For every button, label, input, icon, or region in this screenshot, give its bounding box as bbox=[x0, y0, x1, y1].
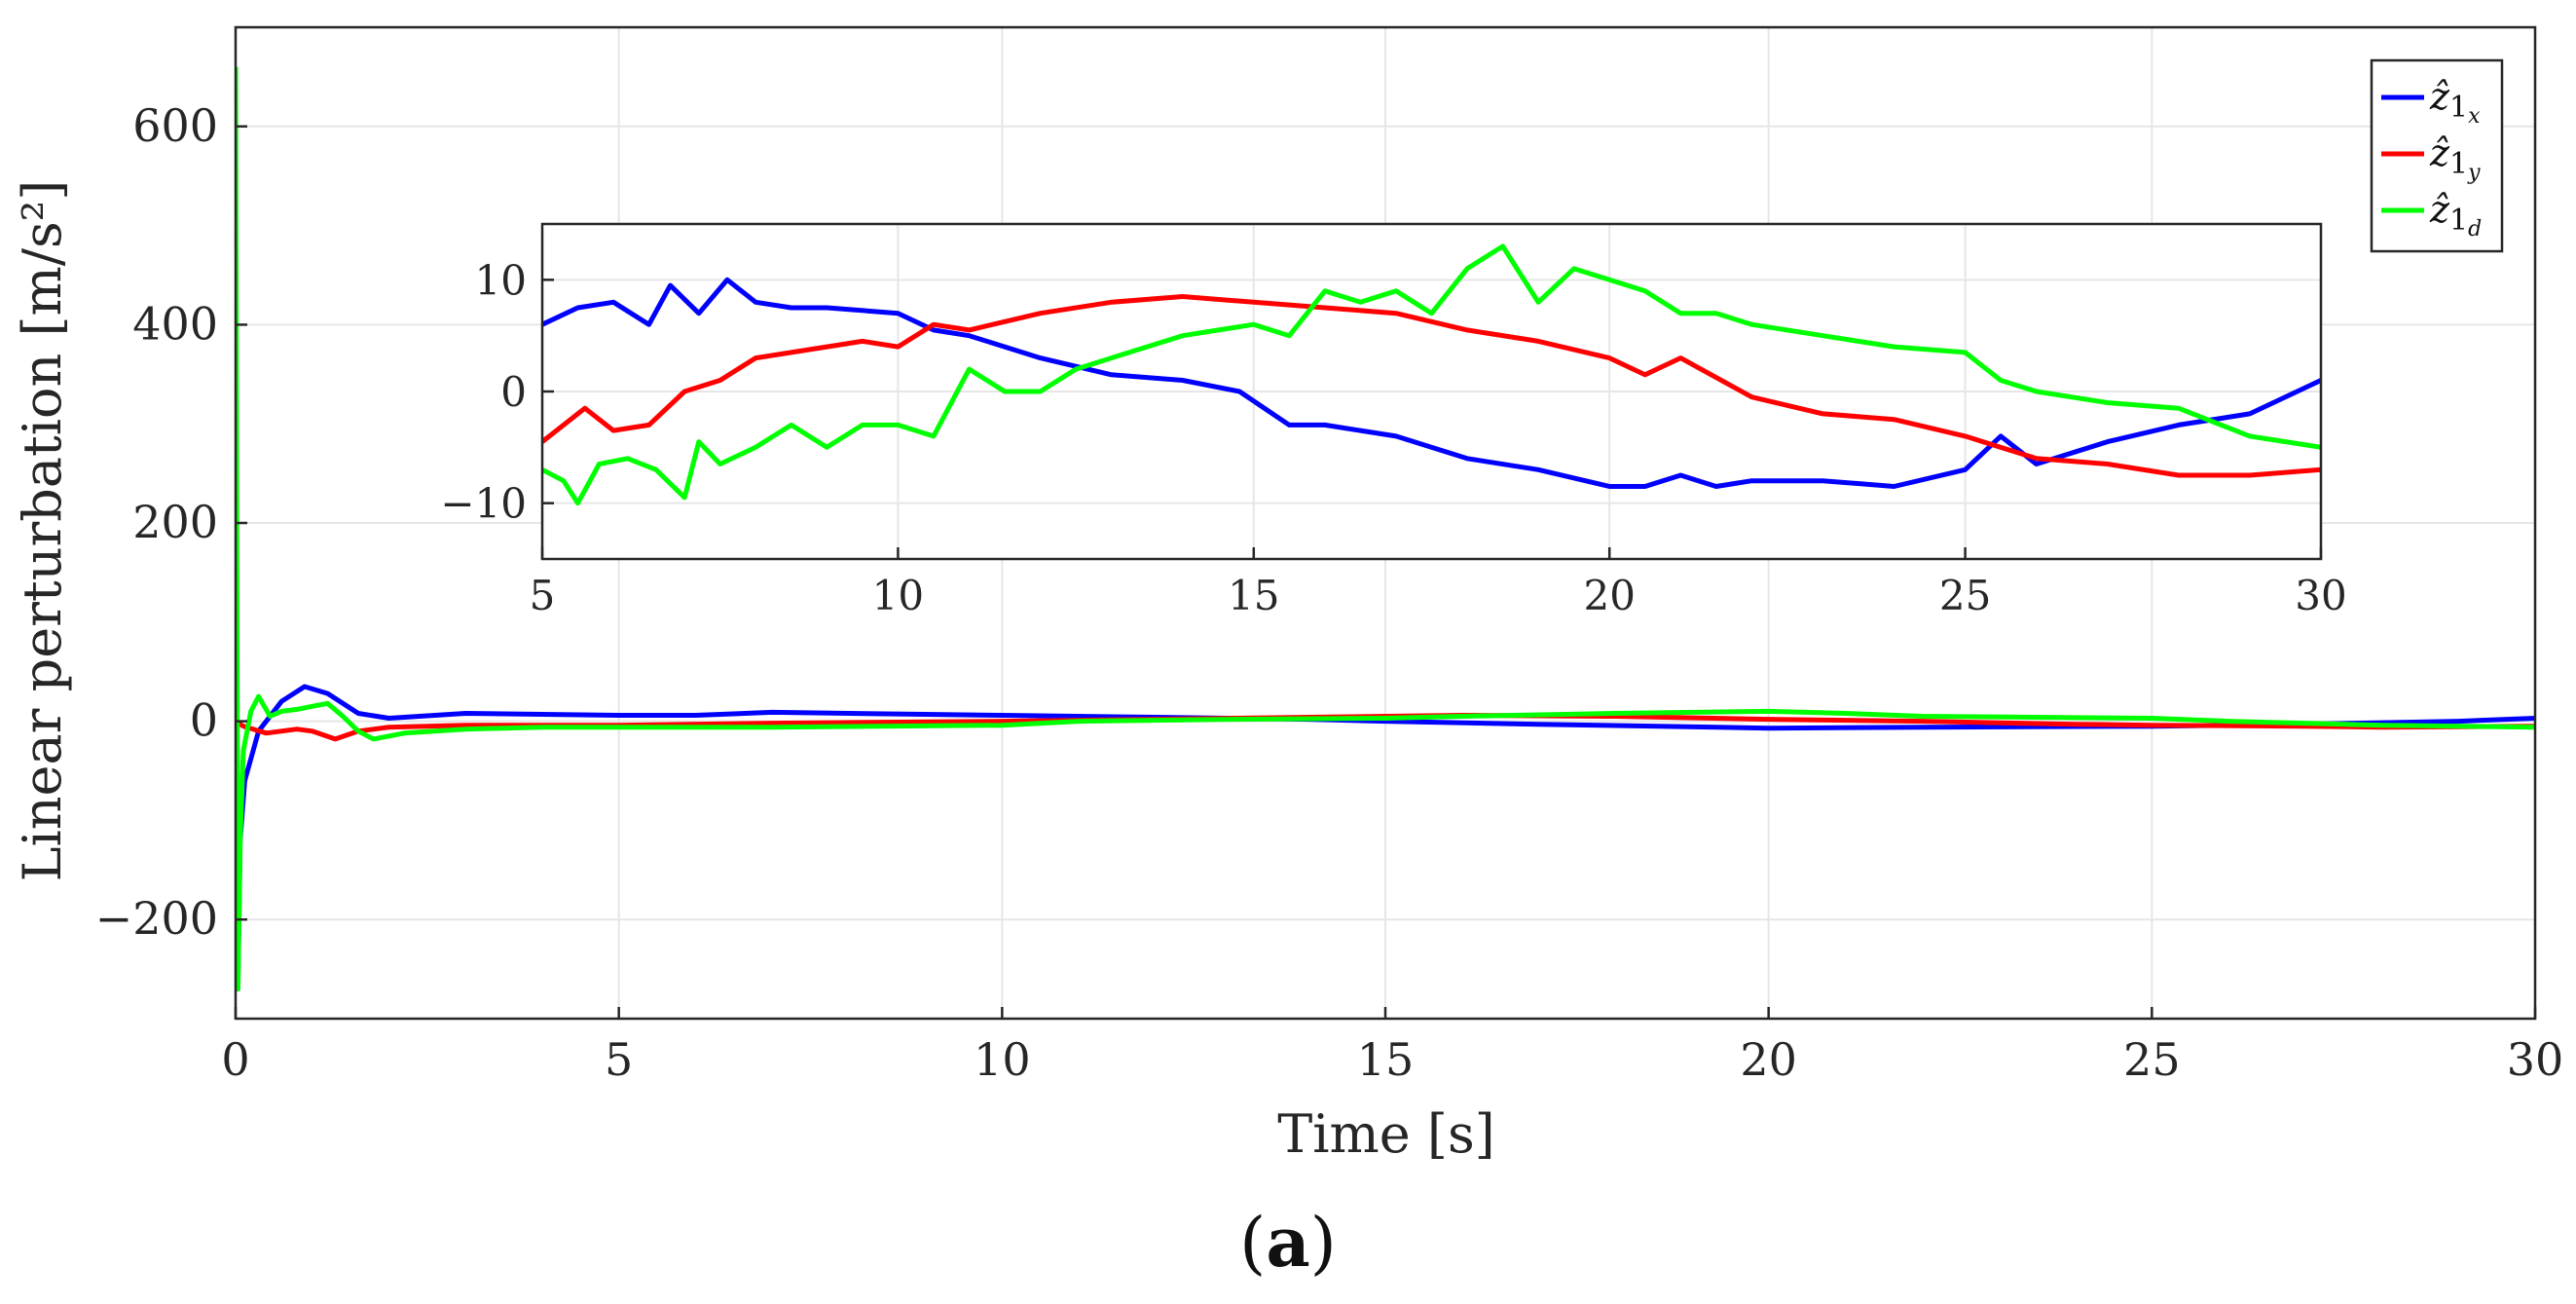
main-x-tick-label: 20 bbox=[1740, 1033, 1797, 1086]
main-x-tick-label: 5 bbox=[605, 1033, 633, 1086]
caption-letter: a bbox=[1266, 1202, 1309, 1283]
inset-x-tick-label: 30 bbox=[2295, 572, 2346, 619]
main-x-tick-label: 10 bbox=[974, 1033, 1031, 1086]
legend-entry-z1x: ẑ1x bbox=[2381, 75, 2481, 129]
main-x-tick-label: 0 bbox=[221, 1033, 249, 1086]
caption-open-paren: ( bbox=[1239, 1203, 1266, 1283]
inset-y-tick-label: 0 bbox=[500, 368, 527, 416]
inset-series bbox=[542, 243, 2321, 506]
inset-x-tick-label: 20 bbox=[1583, 572, 1635, 619]
main-y-tick-label: −200 bbox=[95, 892, 218, 945]
inset-x-ticks: 5 10 15 20 25 30 bbox=[530, 547, 2347, 619]
inset-y-ticks: −10 0 10 bbox=[440, 256, 554, 528]
inset-x-tick-label: 10 bbox=[872, 572, 924, 619]
caption-close-paren: ) bbox=[1310, 1203, 1337, 1283]
inset-series-line-z1d bbox=[542, 243, 2321, 506]
main-y-tick-label: 600 bbox=[132, 99, 218, 152]
y-axis-label: Linear perturbation [m/s²] bbox=[12, 180, 73, 882]
inset-y-tick-label: 10 bbox=[475, 256, 527, 304]
main-y-ticks: −200 0 200 400 600 bbox=[95, 99, 247, 945]
main-x-tick-label: 25 bbox=[2123, 1033, 2181, 1086]
legend-entry-z1y: ẑ1y bbox=[2381, 131, 2481, 185]
inset-x-tick-label: 5 bbox=[530, 572, 556, 619]
inset-x-tick-label: 15 bbox=[1228, 572, 1279, 619]
main-series-line-z1x bbox=[236, 542, 2535, 991]
main-x-ticks: 0 5 10 15 20 25 30 bbox=[221, 1007, 2563, 1086]
inset-series-line-z1x bbox=[542, 277, 2321, 489]
main-y-tick-label: 0 bbox=[190, 694, 218, 747]
legend-label: ẑ1x bbox=[2429, 75, 2481, 129]
inset-series-line-z1y bbox=[542, 294, 2321, 478]
main-series-line-z1d bbox=[236, 66, 2535, 991]
main-y-tick-label: 200 bbox=[132, 496, 218, 548]
main-x-tick-label: 30 bbox=[2507, 1033, 2564, 1086]
inset-x-tick-label: 25 bbox=[1939, 572, 1991, 619]
main-series-line-z1y bbox=[236, 713, 2535, 742]
main-x-tick-label: 15 bbox=[1357, 1033, 1415, 1086]
legend-label: ẑ1d bbox=[2429, 188, 2482, 242]
x-axis-label: Time [s] bbox=[1277, 1103, 1494, 1165]
inset-axes: 5 10 15 20 25 30 −10 0 10 bbox=[440, 222, 2347, 619]
main-y-tick-label: 400 bbox=[132, 297, 218, 350]
panel-caption: (a) bbox=[1239, 1202, 1337, 1283]
legend-entry-z1d: ẑ1d bbox=[2381, 188, 2482, 242]
legend-label: ẑ1y bbox=[2429, 131, 2481, 185]
main-series bbox=[236, 66, 2535, 991]
inset-y-tick-label: −10 bbox=[440, 480, 527, 528]
